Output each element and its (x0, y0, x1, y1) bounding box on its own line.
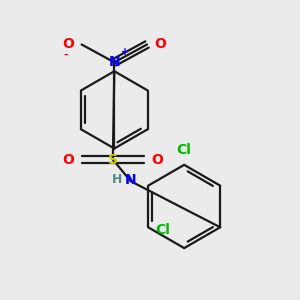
Text: O: O (62, 152, 74, 167)
Text: Cl: Cl (177, 143, 192, 158)
Text: O: O (154, 38, 166, 52)
Text: N: N (125, 173, 136, 187)
Text: H: H (112, 173, 122, 186)
Text: +: + (121, 47, 129, 57)
Text: Cl: Cl (156, 223, 170, 237)
Text: -: - (63, 50, 68, 60)
Text: O: O (152, 152, 164, 167)
Text: O: O (62, 38, 74, 52)
Text: S: S (108, 152, 118, 167)
Text: N: N (109, 55, 120, 69)
